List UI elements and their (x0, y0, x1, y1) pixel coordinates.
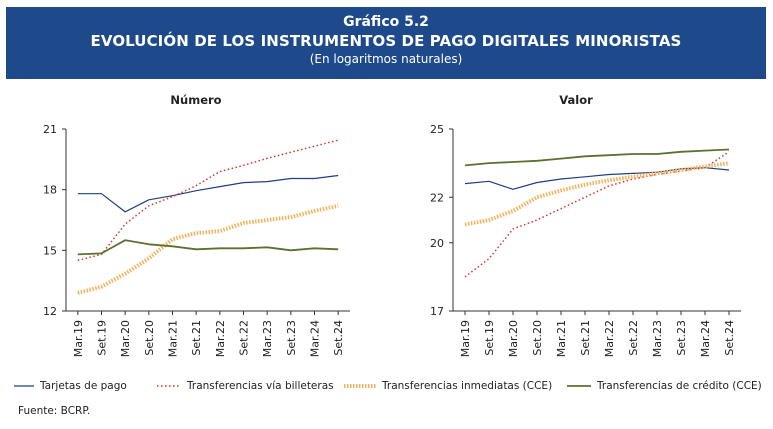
legend-label: Transferencias inmediatas (CCE) (382, 380, 553, 392)
x-tick-label: Set.19 (96, 320, 109, 356)
x-tick-label: Set.22 (627, 320, 640, 356)
x-tick-label: Set.24 (723, 320, 736, 356)
source-note: Fuente: BCRP. (18, 405, 91, 417)
series-line-transferencias-inmediatas-cce- (464, 161, 730, 227)
x-tick-label: Set.23 (285, 320, 298, 356)
y-tick-label: 15 (43, 244, 57, 257)
legend-label: Transferencias vía billeteras (187, 380, 334, 392)
x-tick-label: Set.21 (190, 320, 203, 356)
legend-swatch (14, 385, 34, 387)
y-tick-label: 18 (43, 184, 57, 197)
y-tick-label: 12 (43, 305, 57, 318)
x-tick-label: Mar.22 (603, 320, 616, 357)
legend: Tarjetas de pago Transferencias vía bill… (14, 380, 769, 396)
chart-header: Gráfico 5.2 EVOLUCIÓN DE LOS INSTRUMENTO… (6, 7, 766, 79)
legend-label: Transferencias de crédito (CCE) (597, 380, 762, 392)
series-line-tarjetas-de-pago (464, 167, 730, 190)
x-tick-label: Mar.21 (167, 320, 180, 357)
chart-title: EVOLUCIÓN DE LOS INSTRUMENTOS DE PAGO DI… (90, 32, 682, 50)
legend-label: Tarjetas de pago (40, 380, 127, 392)
series-line-transferencias-de-cr-dito-cce- (77, 239, 339, 256)
y-tick-label: 25 (430, 123, 444, 136)
series-line-transferencias-inmediatas-cce- (77, 203, 339, 295)
x-tick-label: Mar.23 (651, 320, 664, 357)
panel-title: Número (170, 93, 221, 107)
x-tick-label: Mar.19 (459, 320, 472, 357)
x-tick-label: Mar.20 (507, 320, 520, 357)
chart-subtitle: (En logaritmos naturales) (309, 52, 463, 66)
x-tick-label: Set.21 (579, 320, 592, 356)
y-tick-label: 17 (430, 305, 444, 318)
x-tick-label: Mar.23 (261, 320, 274, 357)
legend-swatch (344, 384, 376, 388)
x-tick-label: Mar.24 (699, 320, 712, 357)
x-tick-label: Mar.22 (214, 320, 227, 357)
panel-title: Valor (559, 93, 593, 107)
series-line-transferencias-v-a-billeteras (464, 151, 730, 278)
figure-label: Gráfico 5.2 (343, 14, 429, 30)
legend-swatch (567, 385, 591, 387)
legend-item-credito: Transferencias de crédito (CCE) (567, 380, 762, 392)
x-tick-label: Set.23 (675, 320, 688, 356)
x-tick-label: Mar.20 (119, 320, 132, 357)
x-tick-label: Set.22 (238, 320, 251, 356)
y-tick-label: 20 (430, 237, 444, 250)
x-tick-label: Set.19 (483, 320, 496, 356)
x-tick-label: Set.20 (143, 320, 156, 356)
x-tick-label: Mar.19 (72, 320, 85, 357)
legend-item-inmediatas: Transferencias inmediatas (CCE) (344, 380, 552, 392)
legend-item-billeteras: Transferencias vía billeteras (157, 380, 334, 392)
y-tick-label: 21 (43, 123, 57, 136)
series-line-transferencias-de-cr-dito-cce- (464, 148, 730, 167)
charts-area: Número 12 15 18 21 Mar.19 Set.19 Mar.20 Set.20 Ma… (43, 93, 741, 357)
y-tick-label: 22 (430, 191, 444, 204)
series-line-transferencias-v-a-billeteras (77, 139, 339, 262)
series-line-tarjetas-de-pago (77, 174, 339, 213)
x-tick-label: Set.24 (332, 320, 345, 356)
legend-swatch (157, 385, 181, 387)
legend-item-tarjetas: Tarjetas de pago (14, 380, 127, 392)
x-tick-label: Mar.24 (309, 320, 322, 357)
x-tick-label: Mar.21 (555, 320, 568, 357)
x-tick-label: Set.20 (531, 320, 544, 356)
